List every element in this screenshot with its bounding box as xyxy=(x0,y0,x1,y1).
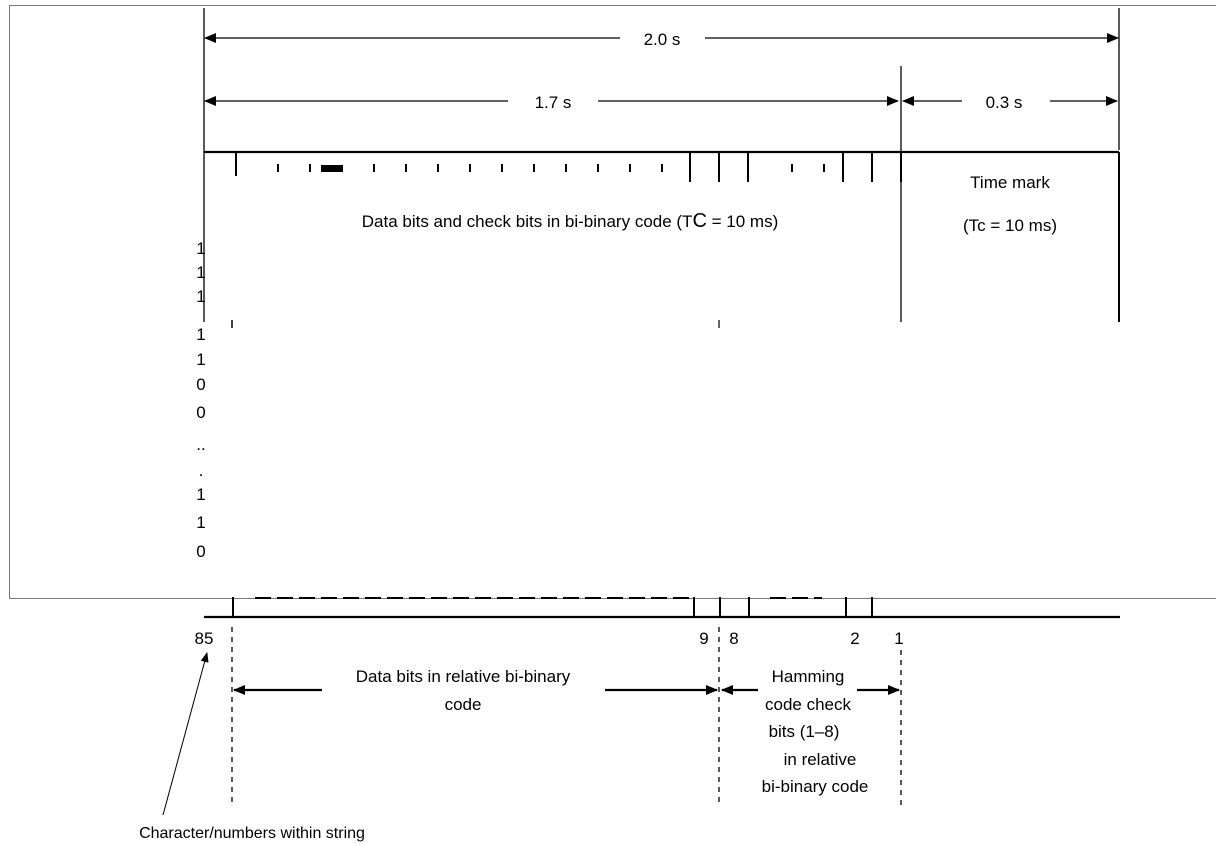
time-mark-period: (Tc = 10 ms) xyxy=(963,216,1057,235)
position-1: 1 xyxy=(894,629,903,648)
total-duration-dimension xyxy=(203,8,1120,322)
data-bits-label: Data bits and check bits in bi-binary co… xyxy=(362,210,779,232)
upper-bit-signal xyxy=(204,150,1120,328)
hamming-label-line: bits (1–8) xyxy=(769,722,840,741)
upper-bit-burst xyxy=(321,165,343,172)
bit-digit: 0 xyxy=(196,542,205,561)
time-mark-dimension xyxy=(900,66,1118,322)
bit-column: 1 1 1 1 1 0 0 .. . 1 1 0 xyxy=(196,239,205,561)
bit-digit: 1 xyxy=(196,287,205,306)
upper-short-ticks xyxy=(277,164,825,172)
hamming-label-line: bi-binary code xyxy=(762,777,869,796)
lower-long-ticks xyxy=(232,597,873,617)
hamming-label-line: in relative xyxy=(784,750,857,769)
callout-pointer xyxy=(162,652,209,816)
position-9: 9 xyxy=(699,629,708,648)
bit-digit: 1 xyxy=(196,513,205,532)
bit-digit: 0 xyxy=(196,375,205,394)
bit-digit: 1 xyxy=(196,325,205,344)
bit-digit: . xyxy=(199,461,204,480)
bit-digit: 1 xyxy=(196,239,205,258)
data-bits-label-line1: Data bits in relative bi-binary xyxy=(356,667,571,686)
position-2: 2 xyxy=(850,629,859,648)
position-numbers: 85 9 8 2 1 xyxy=(195,629,904,648)
hamming-label-line: Hamming xyxy=(772,667,845,686)
upper-long-ticks xyxy=(235,152,902,182)
callout-label: Character/numbers within string xyxy=(139,825,365,842)
bit-digit: 1 xyxy=(196,350,205,369)
bit-digit: 0 xyxy=(196,403,205,422)
position-85: 85 xyxy=(195,629,214,648)
bit-digit: 1 xyxy=(196,485,205,504)
data-section-duration-label: 1.7 s xyxy=(535,93,572,112)
hamming-label-line: code check xyxy=(765,695,851,714)
lower-bit-signal xyxy=(204,597,1120,619)
bit-digit: .. xyxy=(196,435,205,454)
hamming-label: Hamming code check bits (1–8) in relativ… xyxy=(762,667,869,796)
total-duration-label: 2.0 s xyxy=(644,30,681,49)
time-mark-duration-label: 0.3 s xyxy=(986,93,1023,112)
bit-digit: 1 xyxy=(196,263,205,282)
time-mark-title: Time mark xyxy=(970,173,1050,192)
position-8: 8 xyxy=(729,629,738,648)
data-bits-label-line2: code xyxy=(445,695,482,714)
